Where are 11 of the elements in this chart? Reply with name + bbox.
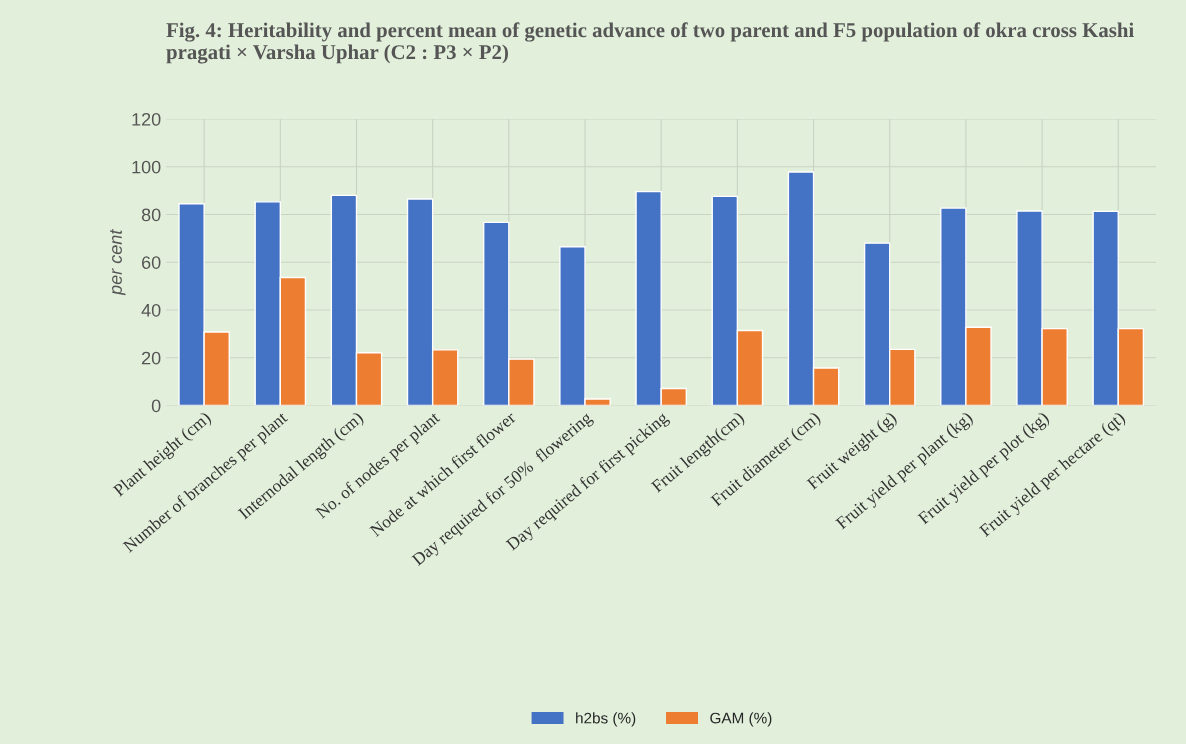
chart-title: Fig. 4: Heritability and percent mean of genetic advance of two parent and F5 population of okra cross Kashi pragati × Varsha Uphar (C2 : P3 × P2) (166, 22, 1134, 64)
y-tick-label: 120 (132, 112, 161, 126)
y-tick-label: 20 (142, 351, 161, 365)
y-tick-label: 40 (141, 303, 161, 317)
y-axis-title: per cent (110, 229, 126, 296)
legend-label: GAM (%) (710, 712, 772, 727)
y-tick-label: 0 (151, 399, 161, 413)
y-tick-label: 100 (132, 160, 161, 174)
y-tick-label: 80 (141, 208, 161, 222)
legend-label: h2bs (%) (576, 712, 636, 727)
y-tick-label: 60 (142, 256, 161, 269)
